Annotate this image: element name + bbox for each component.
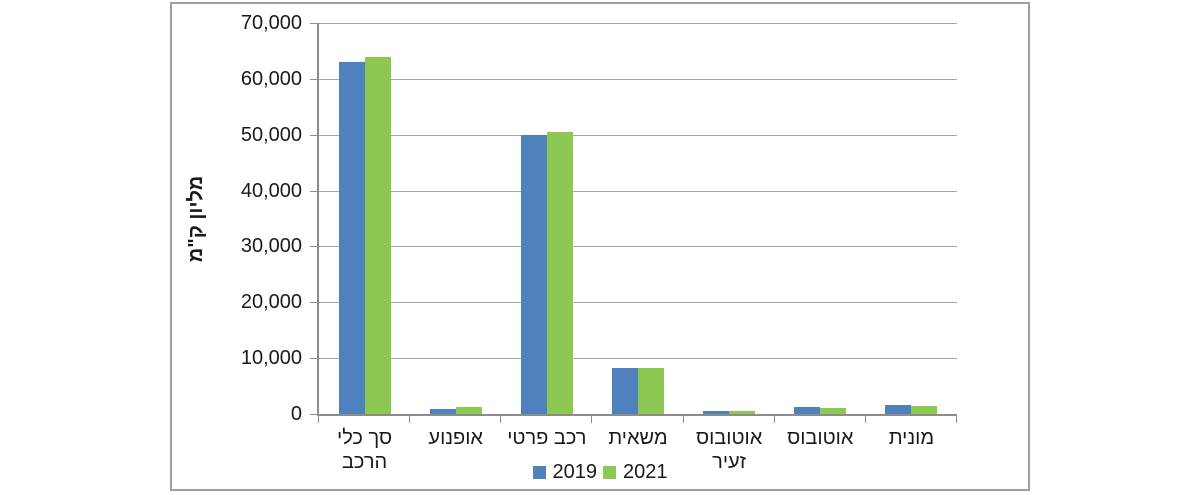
chart-container: מליון ק"מ 0 10,000 20,000 30,000 40,000 50,00… (170, 2, 1030, 491)
bar-2019 (703, 410, 730, 414)
category-label-line: זעיר (712, 451, 747, 473)
category-label-line: אוטובוס (787, 427, 854, 449)
bar-2021 (455, 407, 482, 414)
bar-2019 (612, 367, 638, 414)
legend: 2019 2021 (172, 462, 1028, 482)
gridline (319, 302, 957, 304)
x-tick-mark (318, 416, 319, 423)
category-label: אוטובוס זעיר (684, 426, 775, 474)
y-tick-label: 70,000 (240, 12, 302, 34)
legend-swatch (603, 465, 616, 479)
y-tick-mark (310, 302, 319, 304)
y-tick-mark (310, 246, 319, 248)
x-tick-mark (773, 416, 775, 423)
y-tick-mark (310, 23, 319, 24)
legend-label: 2021 (623, 461, 668, 483)
y-tick-label: 20,000 (240, 291, 302, 314)
x-tick-mark (864, 416, 866, 423)
x-tick-mark (500, 416, 502, 423)
gridline (319, 23, 957, 24)
legend-label: 2019 (552, 461, 598, 483)
bar-2019 (794, 407, 821, 414)
gridline (319, 246, 957, 248)
gridline (319, 134, 957, 136)
category-label-line: משאית (608, 427, 668, 449)
gridline (319, 190, 957, 192)
x-tick-mark (682, 416, 684, 423)
bar-2019 (520, 134, 547, 414)
category-label-line: מונית (888, 427, 935, 449)
y-tick-label: 50,000 (240, 123, 302, 146)
y-tick-label: 30,000 (240, 235, 302, 258)
bar-2019 (338, 62, 365, 414)
y-tick-mark (310, 414, 319, 415)
x-axis-line (317, 414, 957, 416)
y-tick-mark (310, 190, 319, 192)
legend-item: 2021 (603, 462, 668, 482)
y-tick-label: 0 (290, 403, 302, 425)
gridline (319, 358, 957, 360)
y-tick-label: 60,000 (240, 67, 302, 90)
bar-2021 (911, 406, 938, 414)
plot-area: 0 10,000 20,000 30,000 40,000 50,000 60,000 70,… (172, 4, 1028, 489)
x-tick-mark (956, 416, 957, 423)
bar-2021 (820, 407, 847, 414)
category-label-line: הרכב (341, 451, 388, 473)
category-label-line: רכב פרטי (507, 427, 587, 449)
category-label: משאית (592, 426, 683, 450)
y-axis-line (317, 23, 319, 416)
gridline (319, 78, 957, 80)
y-tick-label: 10,000 (240, 347, 302, 370)
bar-2021 (546, 131, 573, 414)
category-label-line: אופנוע (428, 427, 483, 449)
legend-item: 2019 (532, 461, 598, 483)
category-label: מונית (866, 426, 957, 450)
bar-2019 (885, 404, 912, 414)
legend-swatch (532, 465, 546, 479)
x-tick-mark (409, 416, 411, 423)
category-label-line: סך כלי (337, 427, 393, 449)
bar-2021 (364, 56, 391, 414)
bar-2021 (729, 410, 756, 414)
y-tick-label: 40,000 (240, 179, 302, 202)
y-tick-mark (310, 78, 319, 80)
y-tick-mark (310, 358, 319, 360)
y-tick-mark (310, 134, 319, 136)
category-label: סך כלי הרכב (319, 426, 410, 474)
category-label: רכב פרטי (501, 426, 592, 450)
bar-2021 (638, 367, 664, 414)
x-tick-mark (591, 416, 593, 423)
category-label: אוטובוס (775, 426, 866, 450)
category-label-line: אוטובוס (695, 427, 763, 449)
bar-2019 (429, 408, 456, 414)
category-label: אופנוע (410, 426, 501, 450)
